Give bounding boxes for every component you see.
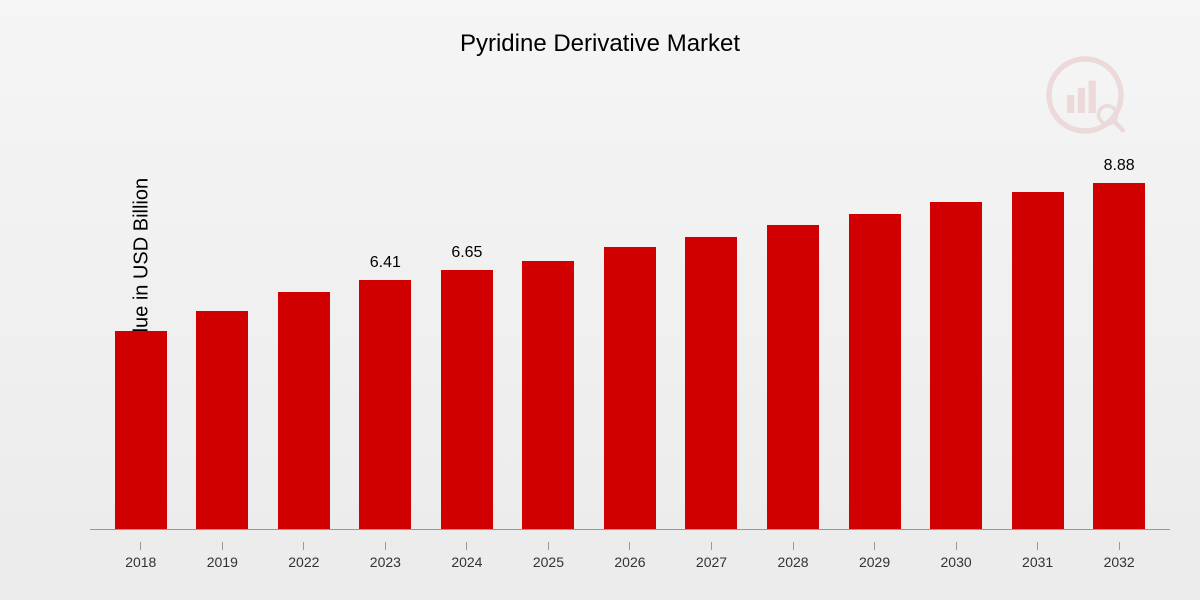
x-tick-mark [140, 542, 141, 550]
bar-group [752, 120, 834, 530]
x-tick-label: 2025 [533, 554, 564, 570]
x-tick-mark [466, 542, 467, 550]
bar-group [834, 120, 916, 530]
bar [930, 202, 982, 530]
bar [1012, 192, 1064, 530]
bar-group [100, 120, 182, 530]
x-tick-label: 2018 [125, 554, 156, 570]
bar [849, 214, 901, 530]
bar-group: 6.65 [426, 120, 508, 530]
bar [278, 292, 330, 530]
bars-container: 6.41 6.65 8.88 [90, 120, 1170, 530]
x-tick-label: 2027 [696, 554, 727, 570]
bar [441, 270, 493, 530]
x-tick-mark [1037, 542, 1038, 550]
x-tick-mark [548, 542, 549, 550]
bar-group [589, 120, 671, 530]
x-tick: 2023 [345, 542, 427, 570]
x-tick: 2025 [508, 542, 590, 570]
x-tick: 2028 [752, 542, 834, 570]
bar-value-label: 6.41 [370, 254, 401, 274]
x-tick-mark [874, 542, 875, 550]
x-tick: 2032 [1078, 542, 1160, 570]
x-axis-baseline [90, 529, 1170, 530]
x-tick-mark [629, 542, 630, 550]
x-tick-mark [303, 542, 304, 550]
bar-group: 8.88 [1078, 120, 1160, 530]
bar [115, 331, 167, 530]
x-tick-label: 2032 [1104, 554, 1135, 570]
x-tick-label: 2019 [207, 554, 238, 570]
x-tick: 2030 [915, 542, 997, 570]
bar-value-label: 8.88 [1104, 157, 1135, 177]
x-tick-label: 2031 [1022, 554, 1053, 570]
bar-group [915, 120, 997, 530]
x-tick: 2022 [263, 542, 345, 570]
chart-container: Pyridine Derivative Market Market Value … [0, 0, 1200, 600]
x-tick-mark [1119, 542, 1120, 550]
bar-group [671, 120, 753, 530]
x-tick: 2026 [589, 542, 671, 570]
x-tick-label: 2028 [777, 554, 808, 570]
x-tick-mark [222, 542, 223, 550]
x-tick-mark [956, 542, 957, 550]
x-tick-mark [385, 542, 386, 550]
bar [1093, 183, 1145, 530]
bar-value-label: 6.65 [451, 244, 482, 264]
bar-group [182, 120, 264, 530]
x-tick: 2029 [834, 542, 916, 570]
bar [767, 225, 819, 530]
x-tick-label: 2030 [941, 554, 972, 570]
x-tick-label: 2026 [614, 554, 645, 570]
bar-group [508, 120, 590, 530]
x-tick: 2031 [997, 542, 1079, 570]
plot-area: 6.41 6.65 8.88 [90, 120, 1170, 530]
x-tick-label: 2029 [859, 554, 890, 570]
bar-group: 6.41 [345, 120, 427, 530]
x-tick: 2019 [182, 542, 264, 570]
chart-title: Pyridine Derivative Market [460, 30, 740, 58]
x-axis: 2018 2019 2022 2023 2024 2025 2026 2027 2028 2029… [90, 542, 1170, 570]
x-tick: 2027 [671, 542, 753, 570]
bar [685, 237, 737, 530]
x-tick: 2018 [100, 542, 182, 570]
bar-group [997, 120, 1079, 530]
x-tick-label: 2022 [288, 554, 319, 570]
bar [522, 261, 574, 530]
bar [196, 311, 248, 530]
bar [359, 280, 411, 530]
x-tick-label: 2023 [370, 554, 401, 570]
bar-group [263, 120, 345, 530]
x-tick-mark [793, 542, 794, 550]
x-tick-mark [711, 542, 712, 550]
x-tick-label: 2024 [451, 554, 482, 570]
bar [604, 247, 656, 530]
x-tick: 2024 [426, 542, 508, 570]
